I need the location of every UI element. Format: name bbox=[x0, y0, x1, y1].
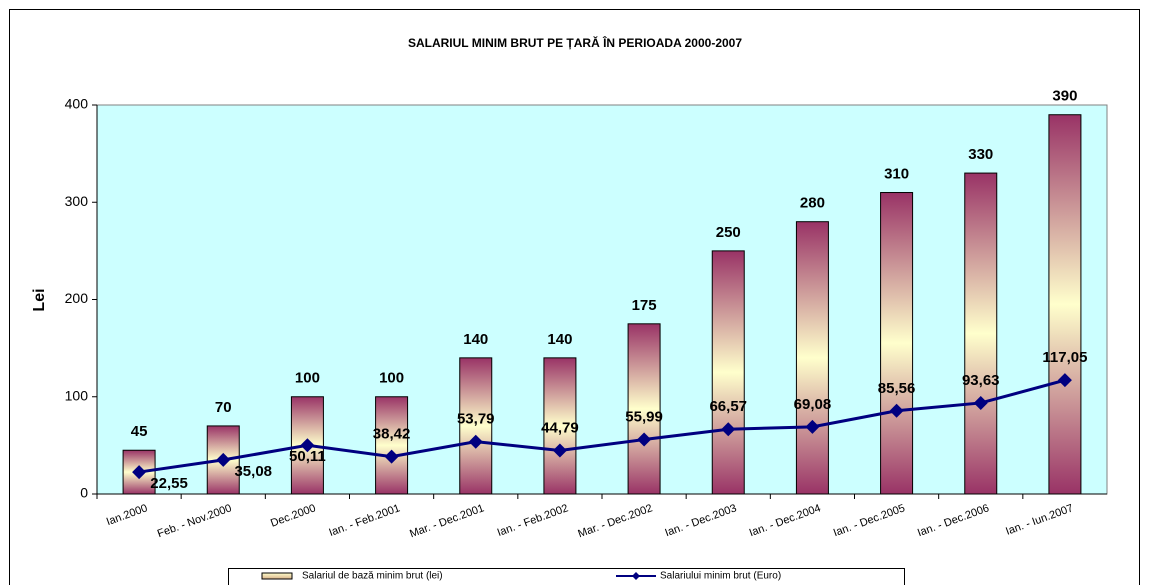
plot-area bbox=[96, 104, 1108, 495]
bar bbox=[1048, 114, 1082, 495]
chart-title: SALARIUL MINIM BRUT PE ȚARĂ ÎN PERIOADA … bbox=[408, 35, 742, 50]
bar bbox=[459, 357, 493, 495]
line-point bbox=[637, 432, 652, 447]
line-value-label: 93,63 bbox=[962, 372, 1000, 389]
bar bbox=[795, 221, 829, 495]
y-tick-label: 200 bbox=[65, 290, 89, 306]
bar-value-label: 45 bbox=[131, 423, 148, 440]
line-point bbox=[889, 403, 904, 418]
y-tick-label: 300 bbox=[65, 193, 89, 209]
y-tick-label: 100 bbox=[65, 387, 89, 403]
line-value-label: 85,56 bbox=[878, 380, 916, 397]
line-point bbox=[721, 422, 736, 437]
bar-value-label: 280 bbox=[800, 195, 825, 212]
line-value-label: 44,79 bbox=[541, 419, 579, 436]
y-axis-label: Lei bbox=[31, 288, 48, 311]
legend-swatch bbox=[261, 572, 293, 580]
bar-value-label: 140 bbox=[463, 331, 488, 348]
line-value-label: 66,57 bbox=[709, 398, 747, 415]
bar-value-label: 390 bbox=[1052, 88, 1077, 105]
line-value-label: 50,11 bbox=[289, 448, 326, 465]
legend-box bbox=[228, 568, 905, 585]
bar-value-label: 175 bbox=[632, 297, 657, 314]
line-point bbox=[384, 449, 399, 464]
bar-value-label: 330 bbox=[968, 146, 993, 163]
bar-value-label: 100 bbox=[379, 370, 404, 387]
line-point bbox=[552, 443, 567, 458]
line-point bbox=[805, 419, 820, 434]
bar bbox=[627, 323, 661, 495]
line-point bbox=[300, 438, 315, 453]
line-value-label: 22,55 bbox=[150, 475, 188, 492]
bar bbox=[375, 396, 409, 495]
line-value-label: 55,99 bbox=[625, 409, 663, 426]
bar-value-label: 100 bbox=[295, 370, 320, 387]
bar-value-label: 250 bbox=[716, 224, 741, 241]
bar bbox=[880, 192, 914, 495]
line-value-label: 35,08 bbox=[234, 463, 272, 480]
bar-value-label: 70 bbox=[215, 399, 232, 416]
bar bbox=[964, 172, 998, 495]
bar-value-label: 140 bbox=[547, 331, 572, 348]
bar bbox=[711, 250, 745, 495]
line-point bbox=[973, 395, 988, 410]
legend-label: Salariul de bază minim brut (lei) bbox=[302, 571, 443, 582]
y-tick-label: 400 bbox=[65, 96, 89, 112]
line-point bbox=[132, 465, 147, 480]
bar bbox=[543, 357, 577, 495]
line-value-label: 38,42 bbox=[373, 426, 411, 443]
bar-value-label: 310 bbox=[884, 165, 909, 182]
line-value-label: 69,08 bbox=[794, 396, 832, 413]
legend-label: Salariului minim brut (Euro) bbox=[660, 571, 781, 582]
line-point bbox=[216, 452, 231, 467]
line bbox=[138, 378, 1066, 474]
line-point bbox=[468, 434, 483, 449]
legend-swatch-marker bbox=[632, 572, 640, 580]
line-value-label: 117,05 bbox=[1042, 349, 1087, 366]
line-point bbox=[1057, 373, 1072, 388]
line-value-label: 53,79 bbox=[457, 411, 495, 428]
y-tick-label: 0 bbox=[80, 485, 88, 501]
